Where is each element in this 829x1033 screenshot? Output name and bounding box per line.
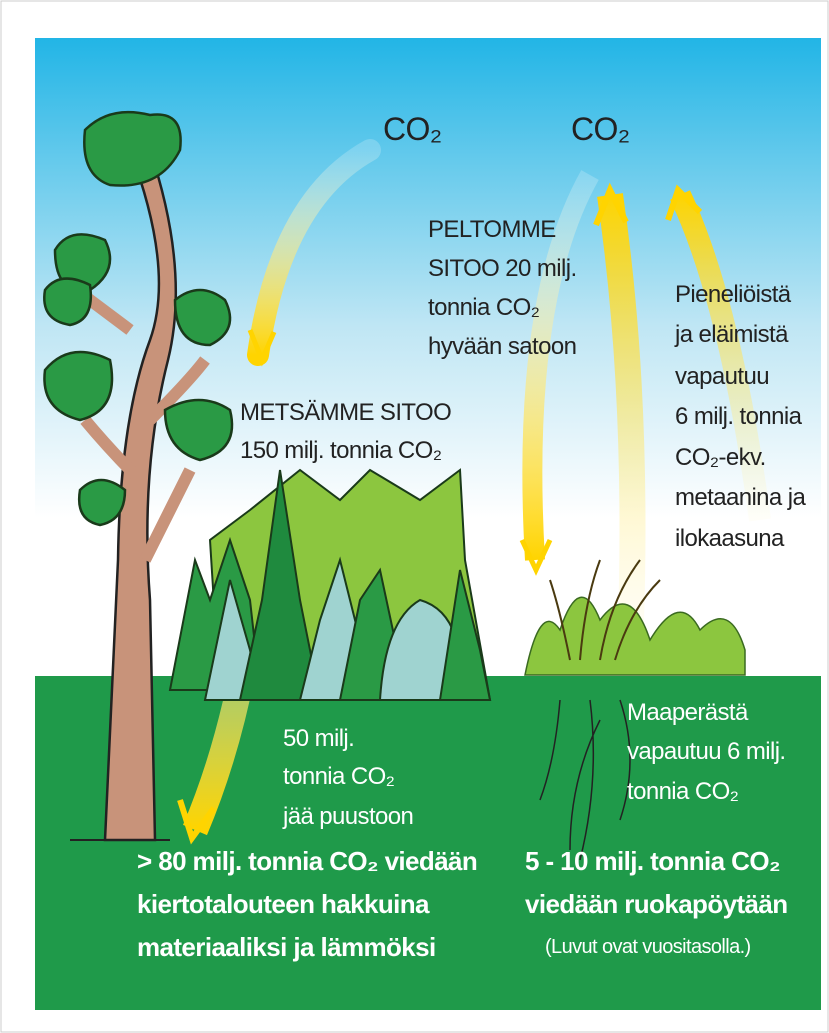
note: (Luvut ovat vuositasolla.) xyxy=(545,936,751,958)
organism-line: 6 milj. tonnia xyxy=(675,403,803,430)
organism-line: ja eläimistä xyxy=(674,321,789,348)
organism-line: metaanina ja xyxy=(675,484,806,511)
tree-storage-line: jää puustoon xyxy=(282,803,413,830)
field-binds-line: tonnia CO₂ xyxy=(428,294,540,321)
food-line: viedään ruokapöytään xyxy=(525,889,788,919)
organism-line: Pieneliöistä xyxy=(675,281,792,308)
harvest-line: kiertotalouteen hakkuina xyxy=(137,889,430,919)
tree-storage-line: tonnia CO₂ xyxy=(283,763,395,790)
soil-release-line: tonnia CO₂ xyxy=(627,778,739,805)
forest-binds-line: 150 milj. tonnia CO₂ xyxy=(240,437,442,464)
food-line: 5 - 10 milj. tonnia CO₂ xyxy=(525,846,780,876)
tree-storage-line: 50 milj. xyxy=(283,725,354,752)
organism-line: vapautuu xyxy=(675,363,769,390)
illustration: CO₂ CO₂ PELTOMME SITOO 20 milj. tonnia C… xyxy=(0,0,829,1033)
co2-label: CO₂ xyxy=(383,111,442,147)
field-binds-line: SITOO 20 milj. xyxy=(428,255,577,282)
page: CO₂ CO₂ PELTOMME SITOO 20 milj. tonnia C… xyxy=(0,0,829,1033)
organism-line: CO₂-ekv. xyxy=(675,444,766,471)
forest-binds-line: METSÄMME SITOO xyxy=(240,399,451,426)
field-binds-line: PELTOMME xyxy=(428,216,556,243)
field-binds-line: hyvään satoon xyxy=(428,333,576,360)
soil-release-line: vapautuu 6 milj. xyxy=(627,738,786,765)
harvest-line: materiaaliksi ja lämmöksi xyxy=(137,932,436,962)
harvest-line: > 80 milj. tonnia CO₂ viedään xyxy=(137,846,477,876)
organism-line: ilokaasuna xyxy=(675,525,785,552)
soil-release-line: Maaperästä xyxy=(627,699,749,726)
co2-label: CO₂ xyxy=(571,111,630,147)
